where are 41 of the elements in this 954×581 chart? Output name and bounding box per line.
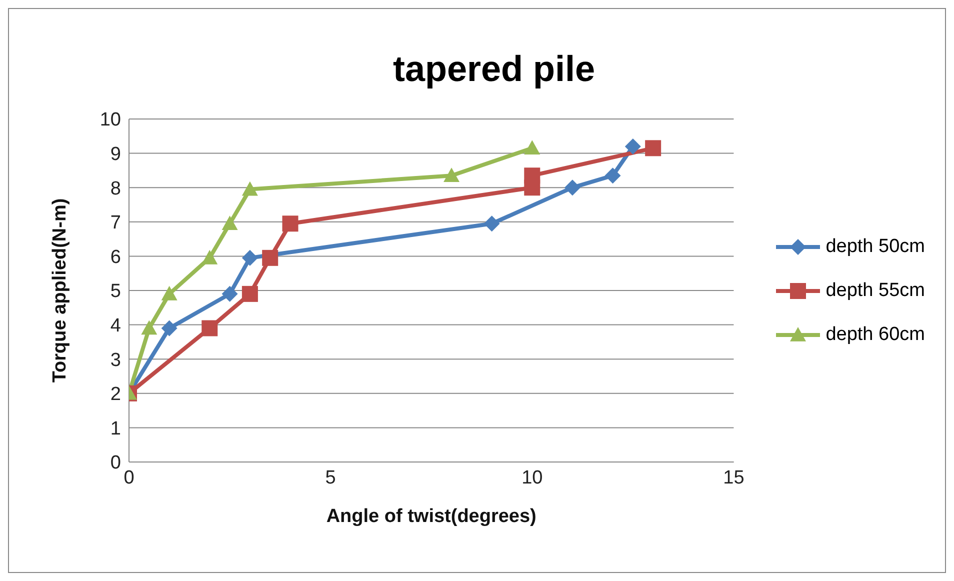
point [202, 320, 218, 336]
point [624, 138, 641, 154]
y-tick-label: 1 [110, 418, 121, 440]
y-tick-label: 5 [110, 281, 121, 302]
point [564, 180, 580, 196]
point [161, 286, 178, 300]
y-axis-title: Torque applied(N-m) [50, 198, 71, 383]
point [242, 250, 258, 266]
y-tick-label: 0 [110, 452, 121, 474]
point [524, 168, 540, 184]
y-tick-label: 2 [110, 384, 121, 406]
y-tick-label: 7 [110, 212, 121, 234]
point [141, 320, 158, 335]
point [484, 216, 500, 232]
point [222, 286, 238, 302]
x-tick-label: 10 [522, 467, 543, 488]
y-tick-label: 9 [110, 144, 121, 166]
x-axis-title: Angle of twist(degrees) [326, 506, 536, 527]
y-tick-label: 10 [100, 110, 121, 131]
chart-title: tapered pile [392, 48, 596, 89]
y-tick-label: 4 [110, 316, 122, 337]
legend-label: depth 60cm [826, 324, 925, 346]
legend-label: depth 55cm [826, 280, 925, 302]
point [262, 250, 278, 266]
point [645, 140, 662, 156]
point [444, 168, 460, 182]
point [282, 216, 298, 232]
point [604, 168, 621, 184]
point [242, 286, 258, 302]
point [524, 140, 540, 155]
y-tick-label: 3 [110, 350, 121, 371]
x-tick-label: 0 [124, 467, 134, 488]
x-tick-label: 15 [723, 467, 744, 488]
x-tick-label: 5 [325, 467, 336, 488]
y-tick-label: 8 [110, 178, 121, 200]
point [222, 216, 238, 230]
point [202, 250, 218, 264]
point [161, 320, 178, 336]
point [242, 181, 258, 196]
legend-label: depth 50cm [826, 236, 925, 258]
y-tick-label: 6 [110, 246, 121, 268]
